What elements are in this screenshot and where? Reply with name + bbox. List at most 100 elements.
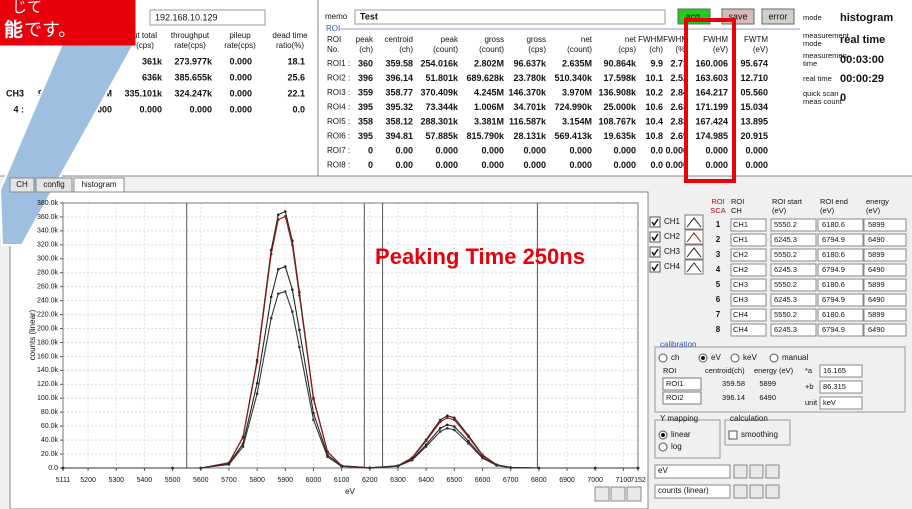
radio-dot — [701, 356, 705, 360]
column-header: ROI — [731, 197, 744, 206]
point — [312, 398, 315, 401]
point — [439, 430, 442, 433]
point — [256, 361, 259, 364]
cell: 23.780k — [513, 73, 547, 83]
page: { "callout": {"line1": "じて", "line2_bold… — [0, 0, 912, 509]
ip-address: 192.168.10.129 — [155, 12, 218, 22]
column-header: FWHM — [638, 35, 663, 44]
cell: 0.000 — [229, 104, 252, 114]
column-header: (eV) — [866, 206, 881, 215]
point — [439, 427, 442, 430]
icon-button[interactable] — [627, 487, 641, 501]
cell: 0.000 — [569, 160, 592, 170]
cell: 0.000 — [435, 145, 458, 155]
group-title: Y mapping — [660, 414, 698, 423]
sca-cell: 5899 — [868, 280, 885, 289]
cell: 05.560 — [740, 87, 768, 97]
status-label: time — [803, 59, 817, 68]
cell: 0.000 — [229, 88, 252, 98]
cell: 0.000 — [481, 145, 504, 155]
y-tick-label: 0.0 — [48, 465, 58, 472]
sca-cell: CH2 — [733, 250, 748, 259]
sca-cell: 6180.6 — [822, 280, 845, 289]
cell: 0.000 — [523, 145, 546, 155]
icon-button[interactable] — [766, 465, 779, 478]
point — [62, 467, 65, 470]
sca-cell: 5899 — [868, 220, 885, 229]
cell: 3.970M — [562, 87, 592, 97]
checkbox[interactable] — [729, 431, 737, 439]
sca-cell: CH1 — [733, 220, 748, 229]
point — [411, 459, 414, 462]
icon-button[interactable] — [611, 487, 625, 501]
dropdown-value: ROI1 — [666, 379, 684, 388]
x-tick-label: 6800 — [531, 477, 547, 484]
sca-number: 5 — [716, 280, 721, 289]
y-tick-label: 100.0k — [37, 395, 59, 402]
cell: 136.908k — [598, 87, 637, 97]
y-tick-label: 20.0k — [41, 451, 59, 458]
point — [284, 210, 287, 213]
status-label: mode — [803, 13, 822, 22]
icon-button[interactable] — [595, 487, 609, 501]
radio[interactable] — [659, 354, 667, 362]
icon-button[interactable] — [766, 485, 779, 498]
chart-frame — [10, 192, 648, 509]
cell: 51.801k — [425, 73, 459, 83]
callout-text: です。 — [24, 20, 76, 40]
tab-label: CH — [16, 180, 28, 189]
cell: 34.701k — [513, 102, 547, 112]
status-value: histogram — [840, 12, 893, 24]
checkbox-label: smoothing — [741, 430, 778, 439]
checkbox[interactable] — [650, 217, 660, 227]
cell: 1.006M — [474, 102, 504, 112]
cell: 164.217 — [695, 87, 728, 97]
group-title: calibration — [660, 340, 696, 349]
point — [368, 467, 371, 470]
cell: 96.637k — [513, 58, 547, 68]
point — [397, 465, 400, 468]
point — [453, 425, 456, 428]
x-tick-label: 5600 — [193, 477, 209, 484]
x-tick-label: 5500 — [165, 477, 181, 484]
radio[interactable] — [659, 443, 667, 451]
cell: 395 — [358, 131, 373, 141]
point — [298, 329, 301, 332]
radio[interactable] — [731, 354, 739, 362]
cell: 4 : — [13, 104, 24, 114]
cell: 2.635M — [562, 58, 592, 68]
icon-button[interactable] — [734, 485, 747, 498]
x-tick-label: 5700 — [221, 477, 237, 484]
icon-button[interactable] — [750, 485, 763, 498]
cell: 0.000 — [705, 145, 728, 155]
icon-button[interactable] — [734, 465, 747, 478]
y-tick-label: 60.0k — [41, 423, 59, 430]
column-header: net — [625, 35, 637, 44]
sca-cell: CH4 — [733, 310, 748, 319]
sca-cell: 6245.3 — [774, 295, 797, 304]
radio-label: ch — [671, 353, 679, 362]
checkbox[interactable] — [650, 232, 660, 242]
sca-cell: 5899 — [868, 310, 885, 319]
point — [453, 419, 456, 422]
cell: 10.6 — [645, 102, 663, 112]
checkbox[interactable] — [650, 262, 660, 272]
x-tick-label: 6000 — [306, 477, 322, 484]
column-header: net — [581, 35, 593, 44]
cell: 13.895 — [740, 116, 768, 126]
cell: 0.000 — [139, 104, 162, 114]
status-label: real time — [803, 74, 832, 83]
cell: 395 — [358, 102, 373, 112]
checkbox[interactable] — [650, 247, 660, 257]
cell: ROI4 : — [327, 103, 350, 112]
x-tick-label: 5200 — [80, 477, 96, 484]
callout-text: 能 — [4, 18, 23, 41]
radio[interactable] — [770, 354, 778, 362]
radio-label: keV — [743, 353, 757, 362]
icon-button[interactable] — [750, 465, 763, 478]
cell: 324.247k — [174, 88, 213, 98]
cell: 116.587k — [509, 116, 547, 126]
x-tick-label: 6200 — [362, 477, 378, 484]
cell: 0.0 — [292, 104, 305, 114]
memo-input[interactable] — [355, 10, 665, 24]
